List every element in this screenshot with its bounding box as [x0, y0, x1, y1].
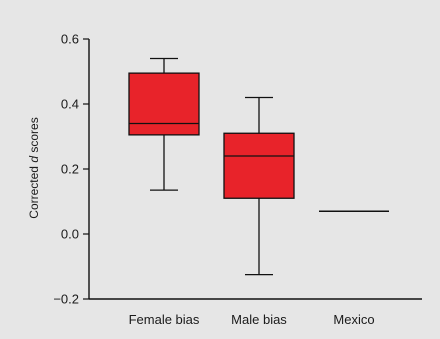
category-label: Mexico: [333, 312, 374, 327]
y-tick-label: 0.4: [61, 97, 79, 112]
box: [128, 72, 200, 136]
box: [223, 132, 295, 199]
y-tick-label: 0.0: [61, 227, 79, 242]
category-label: Female bias: [129, 312, 200, 327]
y-tick-label: 0.2: [61, 162, 79, 177]
y-tick-label: −0.2: [53, 292, 79, 307]
category-label: Male bias: [231, 312, 287, 327]
y-axis-title: Corrected d scores: [27, 117, 41, 218]
y-tick-label: 0.6: [61, 32, 79, 47]
